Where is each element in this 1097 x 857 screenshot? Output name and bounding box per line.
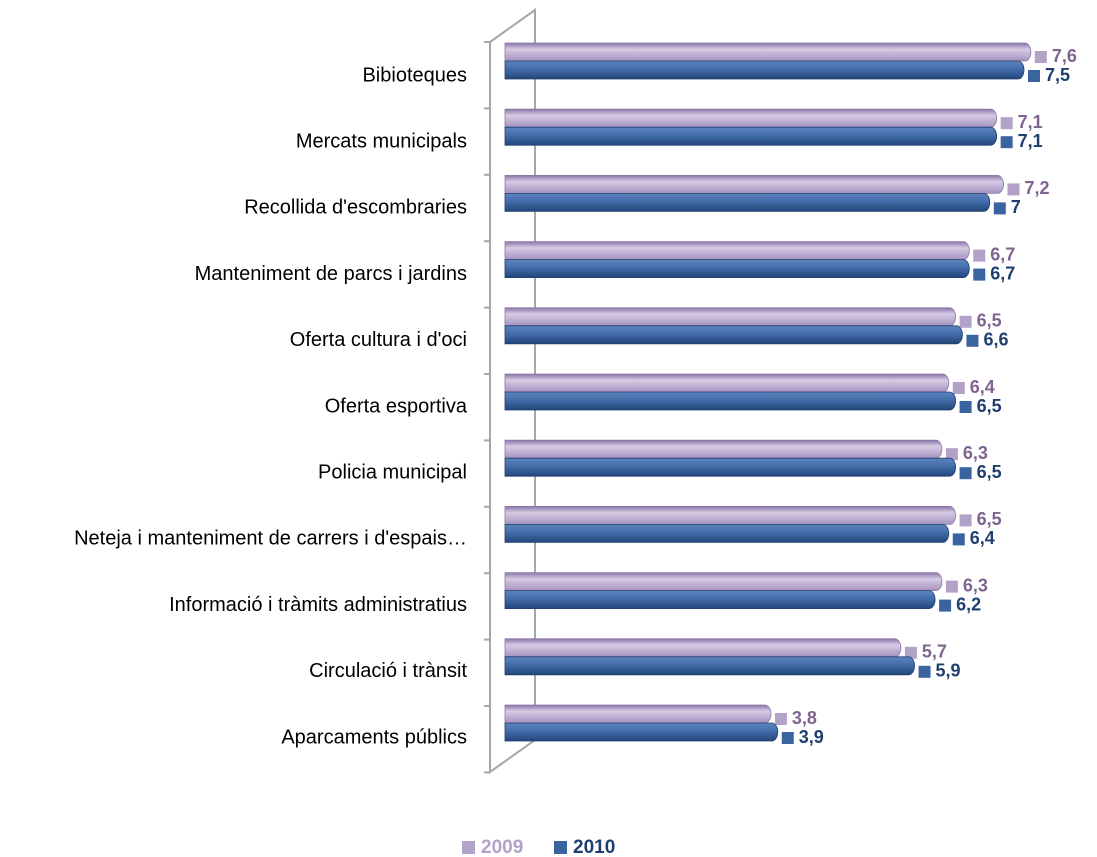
value-label: 7,5 bbox=[1045, 65, 1070, 85]
category-label: Circulació i trànsit bbox=[309, 660, 467, 682]
value-label: 3,9 bbox=[799, 727, 824, 747]
legend-label: 2010 bbox=[573, 837, 615, 857]
label-key bbox=[1007, 183, 1020, 196]
value-label: 7,1 bbox=[1018, 112, 1043, 132]
bar bbox=[504, 373, 950, 393]
value-label: 3,8 bbox=[792, 708, 817, 728]
value-label: 6,3 bbox=[963, 443, 988, 463]
label-key bbox=[1000, 117, 1013, 130]
bar bbox=[504, 175, 1004, 194]
bar bbox=[504, 638, 902, 658]
category-label: Mercats municipals bbox=[296, 130, 467, 152]
category-label: Recollida d'escombraries bbox=[244, 197, 467, 219]
bar bbox=[504, 704, 772, 724]
label-key bbox=[959, 315, 972, 328]
label-key bbox=[993, 202, 1006, 215]
bar bbox=[504, 60, 1025, 80]
label-key bbox=[973, 249, 986, 262]
category-label: Policia municipal bbox=[318, 461, 467, 483]
label-key bbox=[973, 268, 986, 281]
category-label: Oferta cultura i d'oci bbox=[290, 329, 467, 351]
bar bbox=[504, 572, 943, 591]
legend-label: 2009 bbox=[481, 837, 523, 857]
bar bbox=[504, 108, 998, 128]
value-label: 5,7 bbox=[922, 642, 947, 662]
value-label: 7 bbox=[1011, 197, 1021, 217]
bar bbox=[504, 656, 915, 676]
value-label: 6,2 bbox=[956, 594, 981, 614]
legend-key bbox=[554, 841, 567, 854]
bar bbox=[504, 590, 936, 609]
legend-key bbox=[462, 841, 475, 854]
label-key bbox=[904, 646, 917, 659]
label-key bbox=[1028, 70, 1040, 82]
value-label: 6,5 bbox=[977, 396, 1002, 416]
bar bbox=[504, 524, 950, 543]
label-key bbox=[918, 665, 931, 678]
label-key bbox=[781, 732, 794, 744]
value-label: 6,5 bbox=[977, 311, 1002, 331]
bar bbox=[504, 439, 943, 459]
value-label: 6,5 bbox=[977, 509, 1002, 529]
label-key bbox=[959, 467, 972, 480]
value-label: 7,2 bbox=[1024, 178, 1049, 198]
category-label: Neteja i manteniment de carrers i d'espa… bbox=[74, 528, 467, 550]
bar bbox=[504, 126, 998, 146]
label-key bbox=[959, 401, 972, 413]
value-label: 6,7 bbox=[990, 244, 1015, 264]
label-key bbox=[945, 580, 958, 593]
value-label: 7,6 bbox=[1052, 46, 1077, 66]
label-key bbox=[1034, 51, 1047, 63]
bar bbox=[504, 457, 956, 477]
value-label: 6,6 bbox=[983, 330, 1008, 350]
label-key bbox=[952, 382, 965, 394]
label-key bbox=[774, 713, 787, 725]
value-label: 5,9 bbox=[936, 661, 961, 681]
label-key bbox=[966, 334, 979, 347]
value-label: 6,7 bbox=[990, 263, 1015, 283]
label-key bbox=[945, 448, 958, 461]
bar bbox=[504, 722, 779, 742]
value-label: 6,4 bbox=[970, 377, 995, 397]
category-label: Bibioteques bbox=[362, 64, 467, 86]
value-label: 6,3 bbox=[963, 575, 988, 595]
bar bbox=[504, 259, 970, 278]
bar bbox=[504, 391, 956, 411]
value-label: 7,1 bbox=[1018, 131, 1043, 151]
label-key bbox=[952, 533, 965, 546]
category-label: Oferta esportiva bbox=[325, 395, 468, 417]
bar bbox=[504, 193, 991, 212]
label-key bbox=[939, 599, 952, 612]
category-label: Manteniment de parcs i jardins bbox=[195, 263, 467, 285]
bar bbox=[504, 325, 963, 345]
label-key bbox=[1000, 136, 1013, 149]
category-label: Aparcaments públics bbox=[281, 726, 467, 748]
label-key bbox=[959, 514, 972, 527]
bar bbox=[504, 42, 1032, 62]
bar bbox=[504, 307, 956, 327]
value-label: 6,4 bbox=[970, 528, 995, 548]
category-label: Informació i tràmits administratius bbox=[169, 594, 467, 616]
bar bbox=[504, 241, 970, 260]
value-label: 6,5 bbox=[977, 462, 1002, 482]
bar bbox=[504, 506, 956, 525]
